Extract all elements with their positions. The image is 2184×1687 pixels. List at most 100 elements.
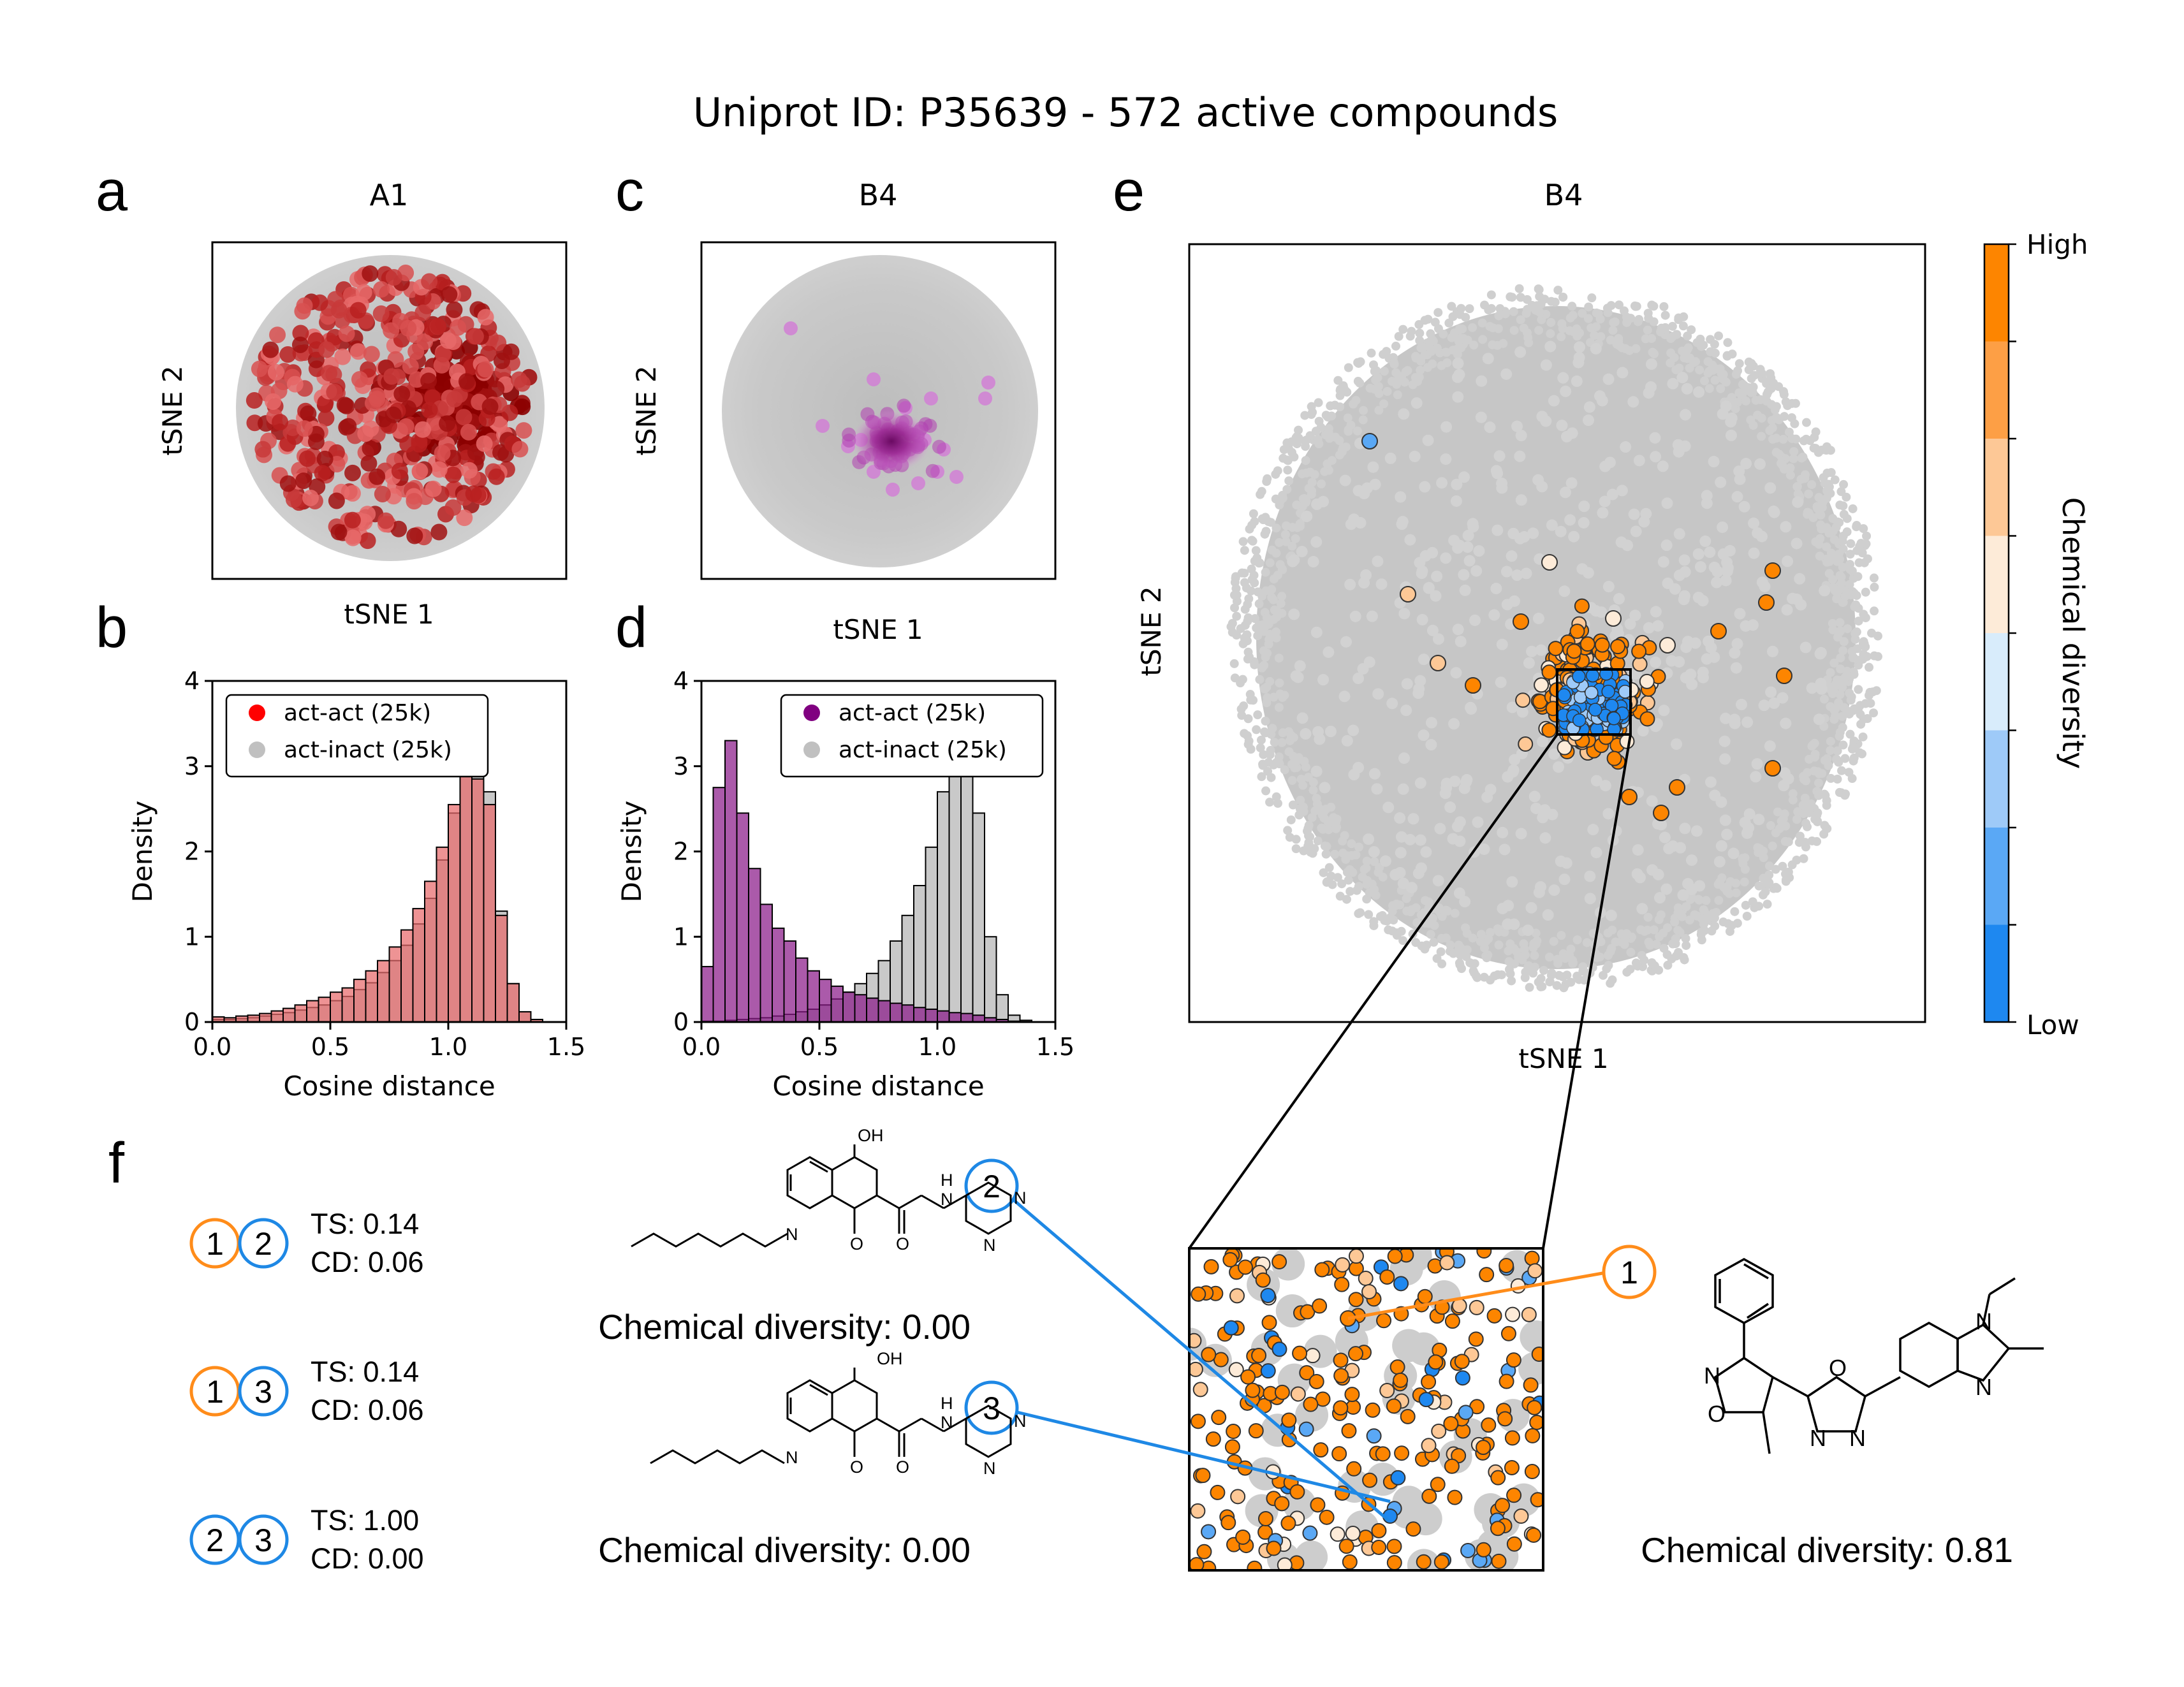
panel-e-inactive-point: [1851, 600, 1861, 610]
panel-e-inactive-point: [1422, 434, 1434, 446]
panel-e-inactive-point: [1780, 809, 1789, 819]
panel-e-inactive-point: [1546, 519, 1558, 531]
panel-e-inactive-point: [1854, 685, 1863, 694]
panel-e-point: [1610, 639, 1626, 655]
panel-e-inactive-point: [1678, 346, 1687, 356]
panel-e-inactive-point: [1281, 537, 1291, 546]
panel-e-inactive-point: [1310, 536, 1323, 548]
panel-e-inactive-point: [1839, 509, 1849, 519]
panel-e-inactive-point: [1846, 590, 1856, 600]
panel-e-inactive-point: [1719, 735, 1731, 747]
panel-e-inactive-point: [1359, 405, 1368, 415]
panel-e-inactive-point: [1560, 857, 1572, 869]
panel-e-inactive-point: [1305, 467, 1315, 477]
zoom-inset-point: [1500, 1326, 1516, 1341]
panel-e-inactive-point: [1859, 524, 1868, 534]
zoom-inset-frame: [1188, 1247, 1544, 1572]
histD-bar-act-act-14: [866, 997, 879, 1022]
panel-a-point: [511, 441, 529, 458]
panel-e-inactive-point: [1395, 847, 1407, 859]
histD-bar-act-act-10: [819, 979, 832, 1022]
panel-e-inactive-point: [1338, 690, 1351, 703]
panel-e-inactive-point: [1272, 612, 1282, 622]
panel-e-inactive-point: [1382, 386, 1392, 396]
callout-2: 2: [964, 1158, 1390, 1522]
panel-e-inactive-point: [1530, 802, 1543, 814]
panel-e-inactive-point: [1458, 471, 1470, 483]
panel-c-scatter: B4 tSNE 1 tSNE 2: [631, 178, 1057, 645]
panel-a-title: A1: [370, 178, 409, 212]
panel-e-inactive-point: [1532, 301, 1542, 310]
panel-e-inactive-point: [1780, 869, 1790, 879]
zoom-inset-point: [1458, 1405, 1474, 1420]
panel-e-inactive-point: [1697, 935, 1706, 945]
histB-legend: [225, 694, 489, 778]
panel-e-inactive-point: [1317, 479, 1326, 489]
panel-e-inactive-point: [1659, 928, 1668, 938]
panel-e-inactive-point: [1622, 539, 1634, 551]
panel-e-inactive-point: [1671, 738, 1683, 750]
zoom-inset-point: [1444, 1458, 1460, 1474]
panel-e-inactive-point: [1523, 333, 1533, 342]
panel-e-inactive-point: [1278, 565, 1287, 574]
panel-e-inactive-point: [1731, 491, 1743, 503]
panel-a-point: [349, 343, 367, 360]
panel-e-inactive-point: [1602, 373, 1615, 385]
panel-e-inactive-point: [1386, 697, 1398, 710]
molecule-3-atom-n2: N: [1810, 1425, 1826, 1451]
zoom-inset-point: [1387, 1248, 1403, 1264]
panel-e-inactive-point: [1686, 883, 1698, 895]
panel-a-point: [481, 398, 499, 415]
panel-e-inactive-point: [1280, 530, 1290, 539]
panel-e-inactive-point: [1741, 716, 1754, 728]
panel-e-inactive-point: [1259, 515, 1268, 525]
panel-e-inactive-point: [1757, 432, 1766, 441]
zoom-inset-point: [1455, 1370, 1470, 1386]
panel-e-inactive-point: [1722, 351, 1732, 360]
panel-e-point: [1776, 668, 1792, 684]
panel-e-frame: [1188, 243, 1926, 1023]
panel-a-point: [502, 343, 520, 360]
panel-e-inactive-point: [1379, 367, 1389, 376]
panel-e-inactive-point: [1699, 340, 1708, 350]
panel-e-point: [1541, 722, 1557, 738]
molecule-1-atom-o1: O: [850, 1234, 863, 1253]
panel-e-inactive-point: [1373, 373, 1382, 383]
panel-e-inactive-point: [1858, 732, 1868, 741]
panel-e-inactive-point: [1469, 966, 1478, 975]
panel-a-point: [328, 492, 345, 509]
panel-e-inactive-point: [1229, 659, 1239, 668]
panel-e-inactive-point: [1773, 807, 1782, 817]
panel-e-inactive-point: [1862, 652, 1872, 661]
panel-e-inactive-point: [1352, 426, 1362, 435]
panel-e-inactive-point: [1710, 376, 1720, 385]
panel-e-inactive-point: [1606, 488, 1618, 500]
panel-e-inactive-point: [1516, 315, 1525, 325]
zoom-inset-point: [1299, 1365, 1315, 1381]
panel-e-inactive-point: [1743, 808, 1755, 820]
panel-e-inactive-point: [1432, 954, 1442, 963]
panel-e-inactive-point: [1661, 497, 1673, 509]
histB-bar-act-act-21: [459, 761, 473, 1022]
histD-xtick-label: 1.0: [918, 1033, 956, 1061]
zoom-inset-point: [1240, 1369, 1256, 1385]
panel-a-point: [246, 392, 263, 409]
panel-e-inactive-point: [1331, 818, 1340, 828]
zoom-inset-point: [1341, 1423, 1357, 1439]
panel-e-inactive-point: [1447, 302, 1456, 311]
molecule-1-ring-a: [786, 1156, 833, 1209]
histB-xtick-label: 0.5: [311, 1033, 349, 1061]
panel-e-inactive-point: [1643, 912, 1653, 922]
panel-e-inactive-point: [1832, 754, 1842, 764]
panel-e-inactive-point: [1257, 662, 1266, 672]
panel-a-point: [369, 390, 386, 407]
zoom-inset-point: [1260, 1287, 1276, 1303]
panel-e-inactive-point: [1559, 983, 1569, 993]
panel-e-inactive-point: [1396, 516, 1409, 528]
panel-e-inactive-point: [1840, 754, 1850, 763]
panel-a-point: [510, 371, 527, 388]
panel-e-inactive-point: [1673, 908, 1683, 917]
panel-a-point: [411, 435, 428, 453]
panel-e-inactive-point: [1852, 546, 1862, 555]
